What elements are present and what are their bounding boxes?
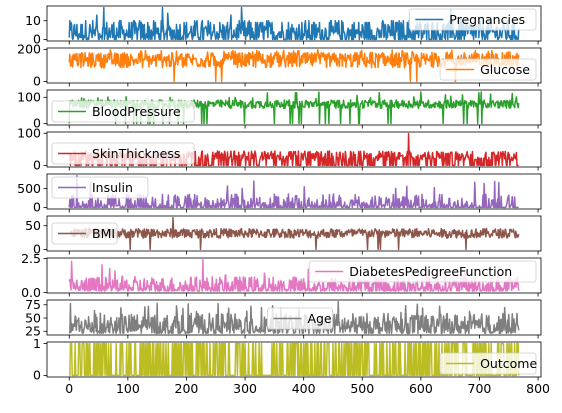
y-tick-label: 100 [17,126,41,141]
series-line [68,300,520,335]
y-tick-label: 1 [33,336,41,351]
axes-frame [46,299,542,336]
legend: BloodPressure [51,100,195,123]
legend: Insulin [51,176,149,199]
x-tick-label: 500 [350,381,374,396]
y-tick-label: 200 [17,42,41,57]
axes-frame [46,131,542,168]
y-tick-label: 0 [33,32,41,47]
axes-frame [46,257,542,294]
legend-label: BloodPressure [92,104,181,119]
legend-box [308,260,537,283]
x-tick-label: 300 [233,381,257,396]
y-tick-label: 100 [17,90,41,105]
y-tick-label: 0 [33,368,41,383]
legend-label: Glucose [480,62,530,77]
y-tick-label: 0 [33,200,41,215]
legend-box [51,176,149,199]
y-tick-label: 25 [25,324,41,339]
y-tick-label: 10 [25,13,41,28]
subplot-diabetespedigreefunction: 0.0 2.5 DiabetesPedigreeFunction [21,251,542,300]
legend: Pregnancies [408,8,537,31]
axes-frame [46,47,542,84]
y-tick-label: 0 [33,158,41,173]
x-tick-label: 0 [65,381,73,396]
legend: BMI [51,222,118,245]
y-tick-label: 0 [33,116,41,131]
subplot-glucose: 0 200 Glucose [17,42,542,89]
y-tick-label: 500 [17,181,41,196]
subplot-outcome: 0 1 0 100 200 300 400 500 600 700 800 Outcome [33,336,550,396]
y-tick-label: 50 [25,310,41,325]
x-tick-label: 600 [409,381,433,396]
subplot-bloodpressure: 0 100 BloodPressure [17,89,542,131]
subplot-skinthickness: 0 100 SkinThickness [17,126,542,173]
axes-frame [46,215,542,252]
y-tick-label: 75 [25,297,41,312]
x-tick-label: 200 [175,381,199,396]
series-line [69,216,520,251]
legend: Age [267,307,333,330]
x-tick-label: 800 [526,381,550,396]
x-tick-label: 400 [292,381,316,396]
y-tick-label: 0 [33,74,41,89]
legend-label: Pregnancies [449,12,525,27]
axes-frame [46,341,542,378]
subplot-bmi: 0 50 BMI [25,215,542,257]
axes-frame [46,5,542,42]
subplot-insulin: 0 500 Insulin [17,173,542,215]
y-tick-label: 0.0 [21,285,41,300]
y-tick-label: 0 [33,242,41,257]
legend-box [439,352,537,375]
legend-label: Insulin [92,180,133,195]
legend-label: BMI [92,226,115,241]
y-tick-label: 50 [25,218,41,233]
legend-label: DiabetesPedigreeFunction [349,264,512,279]
legend-label: Outcome [480,356,537,371]
axes-frame [46,173,542,210]
x-tick-label: 100 [116,381,140,396]
x-tick-label: 700 [468,381,492,396]
axes-frame [46,89,542,126]
legend-label: SkinThickness [92,146,180,161]
legend-box [51,142,195,165]
y-tick-label: 2.5 [21,251,41,266]
legend: Glucose [439,58,537,81]
series-line [68,258,520,292]
legend-label: Age [307,311,331,326]
series-line [69,342,520,377]
series-line [68,174,519,209]
legend: DiabetesPedigreeFunction [308,260,537,283]
legend-box [439,58,537,81]
legend-box [408,8,537,31]
subplot-pregnancies: 0 10 Pregnancies [25,5,542,47]
legend-box [51,100,195,123]
legend: SkinThickness [51,142,195,165]
legend: Outcome [439,352,537,375]
